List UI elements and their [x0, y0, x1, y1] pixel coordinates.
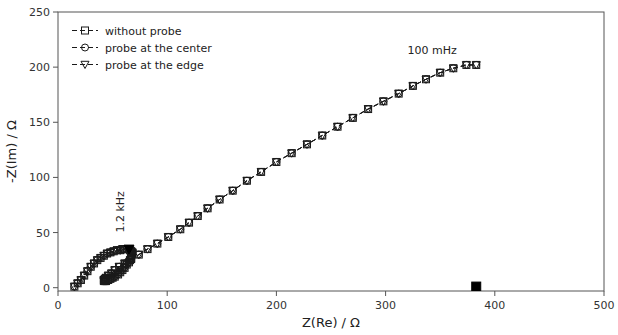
legend: without probe probe at the center probe at… — [72, 25, 212, 72]
y-tick-label: 250 — [29, 6, 50, 19]
data-point — [258, 168, 265, 175]
data-point — [349, 115, 357, 122]
data-point — [258, 168, 265, 175]
x-tick — [385, 291, 386, 296]
legend-line — [72, 47, 98, 48]
x-tick-label: 400 — [484, 299, 505, 312]
data-point — [164, 234, 172, 241]
data-point — [273, 158, 280, 165]
y-axis-label: -Z(Im) / Ω — [4, 120, 19, 183]
data-point — [257, 169, 265, 176]
x-tick — [58, 291, 59, 296]
data-point — [194, 213, 202, 220]
data-point — [473, 61, 480, 68]
data-point — [273, 158, 280, 165]
legend-item: without probe — [72, 25, 182, 38]
data-point — [318, 132, 326, 139]
x-tick — [167, 291, 168, 296]
series-line — [74, 65, 476, 287]
data-point — [334, 123, 342, 130]
legend-label: probe at the edge — [105, 59, 204, 72]
series — [70, 62, 480, 291]
legend-item: probe at the edge — [72, 59, 204, 72]
data-point — [462, 62, 470, 69]
y-tick-label: 100 — [29, 171, 50, 184]
y-tick — [53, 122, 58, 123]
data-point — [272, 159, 280, 166]
x-tick-label: 0 — [55, 299, 62, 312]
data-point — [473, 61, 480, 68]
data-point — [154, 240, 161, 247]
x-tick — [604, 291, 605, 296]
y-tick — [53, 232, 58, 233]
data-point — [229, 187, 237, 194]
y-tick-label: 0 — [43, 282, 50, 295]
data-point — [127, 256, 135, 263]
legend-label: probe at the center — [105, 42, 212, 55]
data-point — [395, 90, 403, 97]
data-point — [144, 246, 152, 253]
data-point — [176, 226, 184, 233]
x-tick-label: 200 — [266, 299, 287, 312]
y-tick-label: 200 — [29, 61, 50, 74]
data-point — [185, 219, 193, 226]
data-point — [463, 61, 470, 68]
data-point — [409, 83, 417, 90]
data-point — [303, 141, 311, 148]
series — [71, 61, 480, 290]
data-point — [436, 69, 444, 76]
data-point — [121, 260, 129, 267]
data-point — [422, 76, 430, 83]
x-tick-label: 300 — [375, 299, 396, 312]
x-tick-label: 500 — [594, 299, 615, 312]
y-tick — [53, 287, 58, 288]
data-point — [364, 106, 372, 113]
data-point — [204, 205, 212, 212]
data-point — [243, 178, 251, 185]
reference-marker — [124, 245, 134, 254]
data-point — [154, 240, 161, 247]
x-axis-label: Z(Re) / Ω — [302, 315, 360, 330]
data-point — [463, 61, 470, 68]
y-tick-label: 150 — [29, 116, 50, 129]
series — [71, 61, 480, 290]
legend-label: without probe — [105, 25, 182, 38]
series-line — [74, 65, 476, 287]
annotations: 1.2 kHz 100 mHz — [114, 44, 457, 233]
x-tick — [494, 291, 495, 296]
data-point — [288, 150, 296, 157]
data-point — [216, 196, 224, 203]
data-point — [135, 251, 143, 258]
axes: 0 100 200 300 400 500 0 50 100 150 200 250 — [29, 6, 615, 312]
y-tick — [53, 177, 58, 178]
legend-line — [72, 30, 98, 31]
legend-item: probe at the center — [72, 42, 212, 55]
data-point — [334, 123, 341, 130]
legend-marker — [82, 44, 89, 51]
y-tick — [53, 67, 58, 68]
y-tick-label: 50 — [36, 227, 50, 240]
annotation: 1.2 kHz — [114, 191, 127, 233]
data-point — [379, 98, 387, 105]
chart: 0 100 200 300 400 500 0 50 100 150 200 250 Z(Re) / Ω… — [0, 0, 618, 335]
data-point — [153, 240, 161, 247]
y-tick — [53, 12, 58, 13]
x-tick-label: 100 — [157, 299, 178, 312]
legend-marker — [82, 27, 89, 34]
data-point — [449, 65, 457, 72]
plot-data — [70, 61, 480, 291]
data-point — [472, 62, 480, 69]
data-point — [115, 264, 123, 271]
legend-marker — [81, 61, 89, 68]
annotation: 100 mHz — [407, 44, 456, 57]
legend-line — [72, 64, 98, 65]
plot-frame — [58, 12, 604, 291]
reference-marker — [472, 282, 481, 291]
data-point — [334, 123, 341, 130]
series-line — [74, 65, 476, 287]
x-tick — [276, 291, 277, 296]
